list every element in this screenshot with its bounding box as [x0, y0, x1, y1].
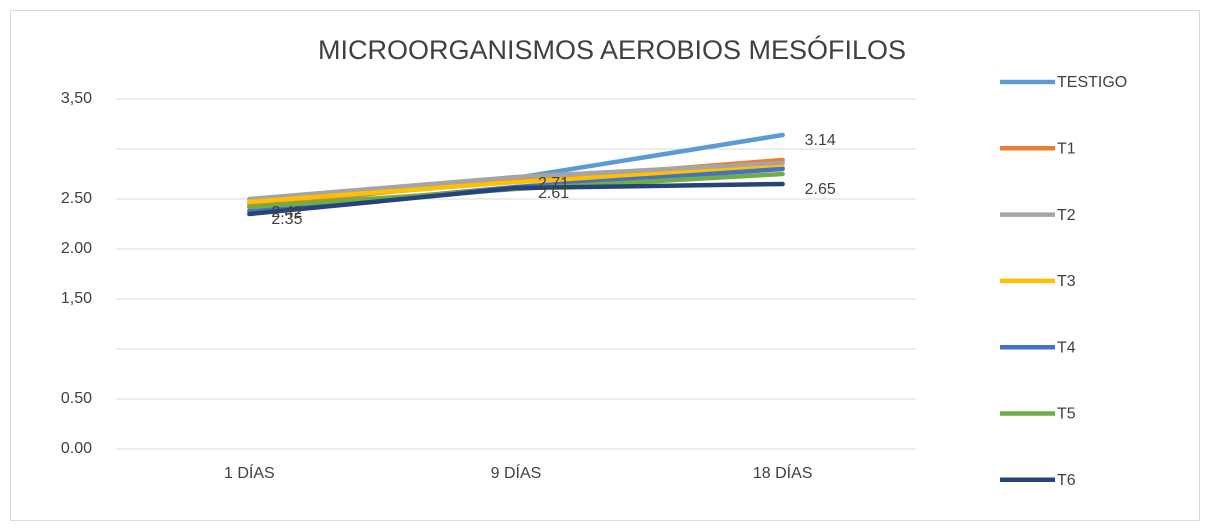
legend-label: T6: [1057, 472, 1076, 489]
legend-label: TESTIGO: [1057, 74, 1127, 91]
line-series: [247, 181, 785, 217]
data-label: 2.35: [271, 211, 302, 228]
y-tick-label: 2.50: [61, 190, 92, 207]
legend-label: T2: [1057, 207, 1076, 224]
legend-label: T5: [1057, 406, 1076, 423]
chart-title: MICROORGANISMOS AEROBIOS MESÓFILOS: [318, 34, 906, 65]
line-series: [247, 160, 785, 202]
y-tick-label: 0.50: [61, 390, 92, 407]
legend-label: T4: [1057, 339, 1076, 356]
y-tick-label: 2.00: [61, 240, 92, 257]
data-label: 2.42: [271, 204, 302, 221]
legend-label: T1: [1057, 141, 1076, 158]
line-series: [247, 164, 785, 205]
y-tick-label: 3,50: [61, 90, 92, 107]
data-label: 2.71: [538, 175, 569, 192]
x-tick-label: 1 DÍAS: [224, 463, 275, 482]
x-tick-label: 18 DÍAS: [753, 463, 813, 482]
y-tick-label: 1,50: [61, 290, 92, 307]
legend-label: T3: [1057, 273, 1076, 290]
data-label: 2.61: [538, 185, 569, 202]
x-tick-label: 9 DÍAS: [491, 463, 542, 482]
data-label: 3.14: [805, 132, 836, 149]
y-tick-label: 0.00: [61, 440, 92, 457]
data-label: 2.65: [805, 181, 836, 198]
chart-border: [10, 10, 1200, 521]
